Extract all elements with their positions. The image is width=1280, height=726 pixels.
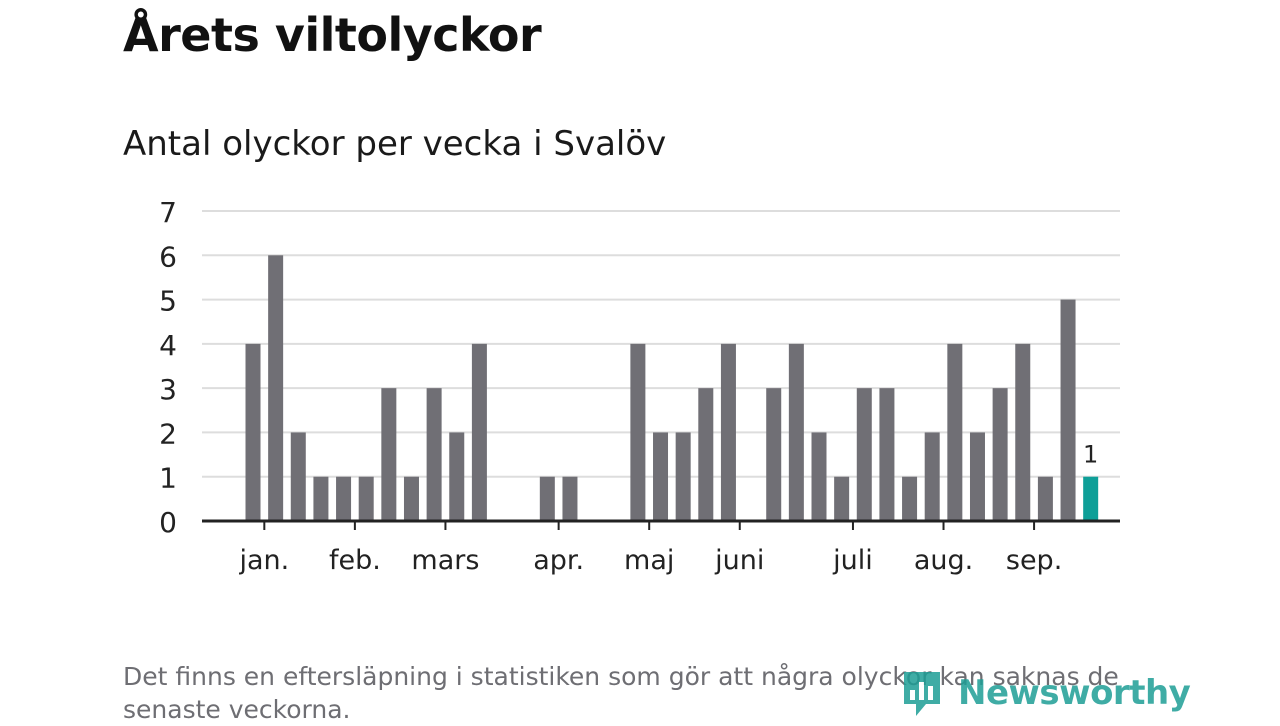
bar bbox=[947, 343, 963, 521]
bar-chart-logo-icon bbox=[904, 672, 940, 716]
x-tick-label: mars bbox=[411, 545, 479, 576]
data-label-highlight: 1 bbox=[1083, 441, 1098, 469]
bar bbox=[834, 476, 850, 521]
data-labels: 1 bbox=[1083, 441, 1098, 469]
x-tick-label: juli bbox=[832, 545, 873, 576]
bar bbox=[268, 255, 284, 522]
footnote: Det finns en eftersläpning i statistiken… bbox=[123, 662, 1119, 724]
bar bbox=[449, 432, 465, 521]
x-axis bbox=[202, 519, 1120, 530]
y-tick-label: 0 bbox=[159, 506, 177, 539]
bar bbox=[539, 476, 555, 521]
logo-text: Newsworthy bbox=[958, 673, 1191, 713]
bar bbox=[403, 476, 419, 521]
bar bbox=[1060, 299, 1076, 521]
x-tick-label: jan. bbox=[238, 545, 289, 576]
x-tick-label: sep. bbox=[1006, 545, 1062, 576]
bar-chart: 0 1 2 3 4 5 6 7 jan. feb. mars apr. maj juni juli aug.… bbox=[159, 196, 1120, 576]
bar bbox=[811, 432, 827, 521]
bar bbox=[924, 432, 940, 521]
bar bbox=[471, 343, 487, 521]
bar bbox=[358, 476, 374, 521]
bar bbox=[630, 343, 646, 521]
bar bbox=[698, 388, 714, 521]
x-tick-label: aug. bbox=[914, 545, 973, 576]
x-tick-label: feb. bbox=[329, 545, 381, 576]
y-tick-label: 6 bbox=[159, 240, 177, 273]
bar bbox=[290, 432, 306, 521]
bar bbox=[675, 432, 691, 521]
y-tick-label: 5 bbox=[159, 285, 177, 318]
y-tick-label: 7 bbox=[159, 196, 177, 229]
bar bbox=[902, 476, 918, 521]
y-tick-label: 4 bbox=[159, 329, 177, 362]
y-tick-label: 3 bbox=[159, 373, 177, 406]
bar bbox=[245, 343, 261, 521]
bar bbox=[313, 476, 329, 521]
y-tick-label: 2 bbox=[159, 417, 177, 450]
bar bbox=[879, 388, 895, 521]
y-axis-ticks: 0 1 2 3 4 5 6 7 bbox=[159, 196, 177, 539]
gridlines bbox=[202, 210, 1120, 478]
bar bbox=[562, 476, 578, 521]
bar bbox=[856, 388, 872, 521]
newsworthy-logo: Newsworthy bbox=[900, 668, 1191, 718]
bar bbox=[426, 388, 442, 521]
bar bbox=[1037, 476, 1053, 521]
bar bbox=[766, 388, 782, 521]
bar bbox=[720, 343, 736, 521]
x-tick-label: juni bbox=[714, 545, 764, 576]
bars bbox=[245, 255, 1099, 522]
bar bbox=[992, 388, 1008, 521]
x-tick-label: apr. bbox=[533, 545, 584, 576]
bar bbox=[653, 432, 669, 521]
bar bbox=[381, 388, 397, 521]
bar bbox=[336, 476, 352, 521]
bar bbox=[788, 343, 804, 521]
bar bbox=[969, 432, 985, 521]
x-axis-month-labels: jan. feb. mars apr. maj juni juli aug. sep. bbox=[238, 545, 1062, 576]
y-tick-label: 1 bbox=[159, 462, 177, 495]
chart-title: Årets viltolyckor bbox=[123, 8, 542, 62]
bar-highlight bbox=[1083, 476, 1099, 521]
chart-subtitle: Antal olyckor per vecka i Svalöv bbox=[123, 124, 667, 164]
bar bbox=[1015, 343, 1031, 521]
x-tick-label: maj bbox=[624, 545, 674, 576]
